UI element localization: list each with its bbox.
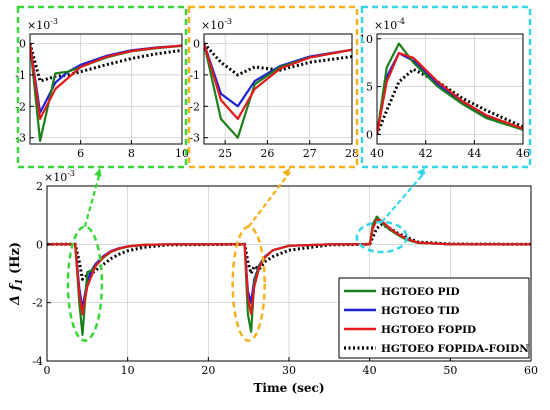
y-tick-label: 0	[36, 238, 43, 251]
y-tick-label: 0	[193, 37, 200, 50]
exponent-label: ×10-3	[201, 17, 232, 32]
exponent-base: ×10	[27, 19, 50, 32]
exponent-base: ×10	[374, 19, 397, 32]
y-tick-label: -3	[189, 132, 200, 145]
exponent-label: ×10-3	[44, 169, 75, 184]
series-line-hgtoeo-pid	[377, 42, 523, 135]
x-tick-label: 40	[363, 364, 377, 377]
series-group	[204, 42, 352, 139]
x-tick-label: 26	[260, 147, 274, 160]
x-tick-label: 30	[282, 364, 296, 377]
y-tick-label: -1	[15, 69, 26, 82]
panel-zoom-1: 6 8 10-3-2-10×10-3	[15, 17, 189, 160]
x-tick-label: 25	[218, 147, 232, 160]
callout-arrowhead-3	[416, 168, 425, 177]
y-tick-label: -2	[32, 297, 43, 310]
y-tick-label: -3	[15, 132, 26, 145]
zoom-frame-2	[187, 5, 359, 169]
legend: HGTOEO PID HGTOEO TID HGTOEO FOPID HGTOEO F…	[338, 277, 530, 359]
y-tick-label: -2	[15, 100, 26, 113]
exponent-label: ×10-3	[27, 17, 58, 32]
x-tick-label: 42	[419, 147, 433, 160]
x-tick-label: 50	[443, 364, 457, 377]
exponent-base: ×10	[44, 171, 67, 184]
series-line-hgtoeo-fopid	[377, 52, 523, 135]
y-axis-label-delta: Δ	[8, 290, 23, 306]
y-tick-label: 2	[36, 180, 43, 193]
series-line-hgtoeo-fopid	[47, 218, 531, 316]
series-group	[47, 215, 531, 336]
exponent-power: -4	[397, 17, 405, 26]
y-tick-label: 5	[366, 81, 373, 94]
panel-zoom-2: 25 26 27 28-3-2-10×10-3	[189, 17, 359, 160]
exponent-power: -3	[224, 17, 232, 26]
y-axis-label-f: f	[8, 282, 23, 291]
callout-arrow-2	[247, 171, 291, 228]
exponent-power: -3	[67, 169, 75, 178]
exponent-power: -3	[50, 17, 58, 26]
y-axis-label: Δ f1 (Hz)	[8, 242, 25, 306]
x-tick-label: 6	[77, 147, 84, 160]
y-tick-label: 0	[19, 37, 26, 50]
x-axis-label: Time (sec)	[253, 381, 324, 395]
highlight-ellipse-2	[231, 225, 266, 342]
series-group	[30, 43, 182, 142]
plot-frame	[203, 33, 353, 145]
callout-arrowhead-1	[94, 168, 102, 177]
y-tick-label: 0	[366, 128, 373, 141]
y-axis-label-sub: 1	[15, 279, 25, 285]
callout-arrow-3	[380, 171, 426, 223]
x-tick-label: 27	[303, 147, 317, 160]
callout-arrowhead-2	[282, 168, 290, 177]
plot-frame	[376, 33, 524, 145]
series-line-hgtoeo-fopid	[204, 43, 352, 120]
legend-label: HGTOEO FOPID	[381, 324, 476, 336]
y-axis-label-unit: (Hz)	[8, 242, 23, 279]
exponent-label: ×10-4	[374, 17, 405, 32]
zoom-callouts	[16, 5, 532, 342]
panel-main: 0 10 20 30 40 50 60 -4 -2 0 2×10-3 Time (sec) Δ f1 (…	[8, 169, 538, 395]
series-group	[377, 42, 523, 135]
callout-arrow-1	[83, 171, 102, 228]
plot-frame	[29, 33, 183, 145]
x-tick-label: 8	[128, 147, 135, 160]
zoom-frame-3	[360, 5, 532, 169]
y-tick-label: -1	[189, 69, 200, 82]
x-tick-label: 0	[44, 364, 51, 377]
legend-label: HGTOEO TID	[381, 305, 459, 317]
x-tick-label: 46	[516, 147, 530, 160]
series-line-hgtoeo-fopida-foidn	[30, 43, 182, 83]
plot-background	[204, 34, 352, 144]
legend-label: HGTOEO FOPIDA-FOIDN	[381, 343, 529, 355]
series-line-hgtoeo-fopid	[30, 43, 182, 120]
x-tick-label: 40	[370, 147, 384, 160]
x-tick-label: 20	[201, 364, 215, 377]
x-tick-label: 44	[467, 147, 481, 160]
y-tick-label: -4	[32, 355, 43, 368]
zoom-frame-1	[16, 5, 188, 169]
exponent-base: ×10	[201, 19, 224, 32]
x-tick-label: 28	[345, 147, 359, 160]
highlight-ellipse-1	[66, 225, 104, 342]
x-tick-label: 10	[121, 364, 135, 377]
legend-label: HGTOEO PID	[381, 286, 460, 298]
x-tick-label: 60	[524, 364, 538, 377]
y-tick-label: -2	[189, 100, 200, 113]
